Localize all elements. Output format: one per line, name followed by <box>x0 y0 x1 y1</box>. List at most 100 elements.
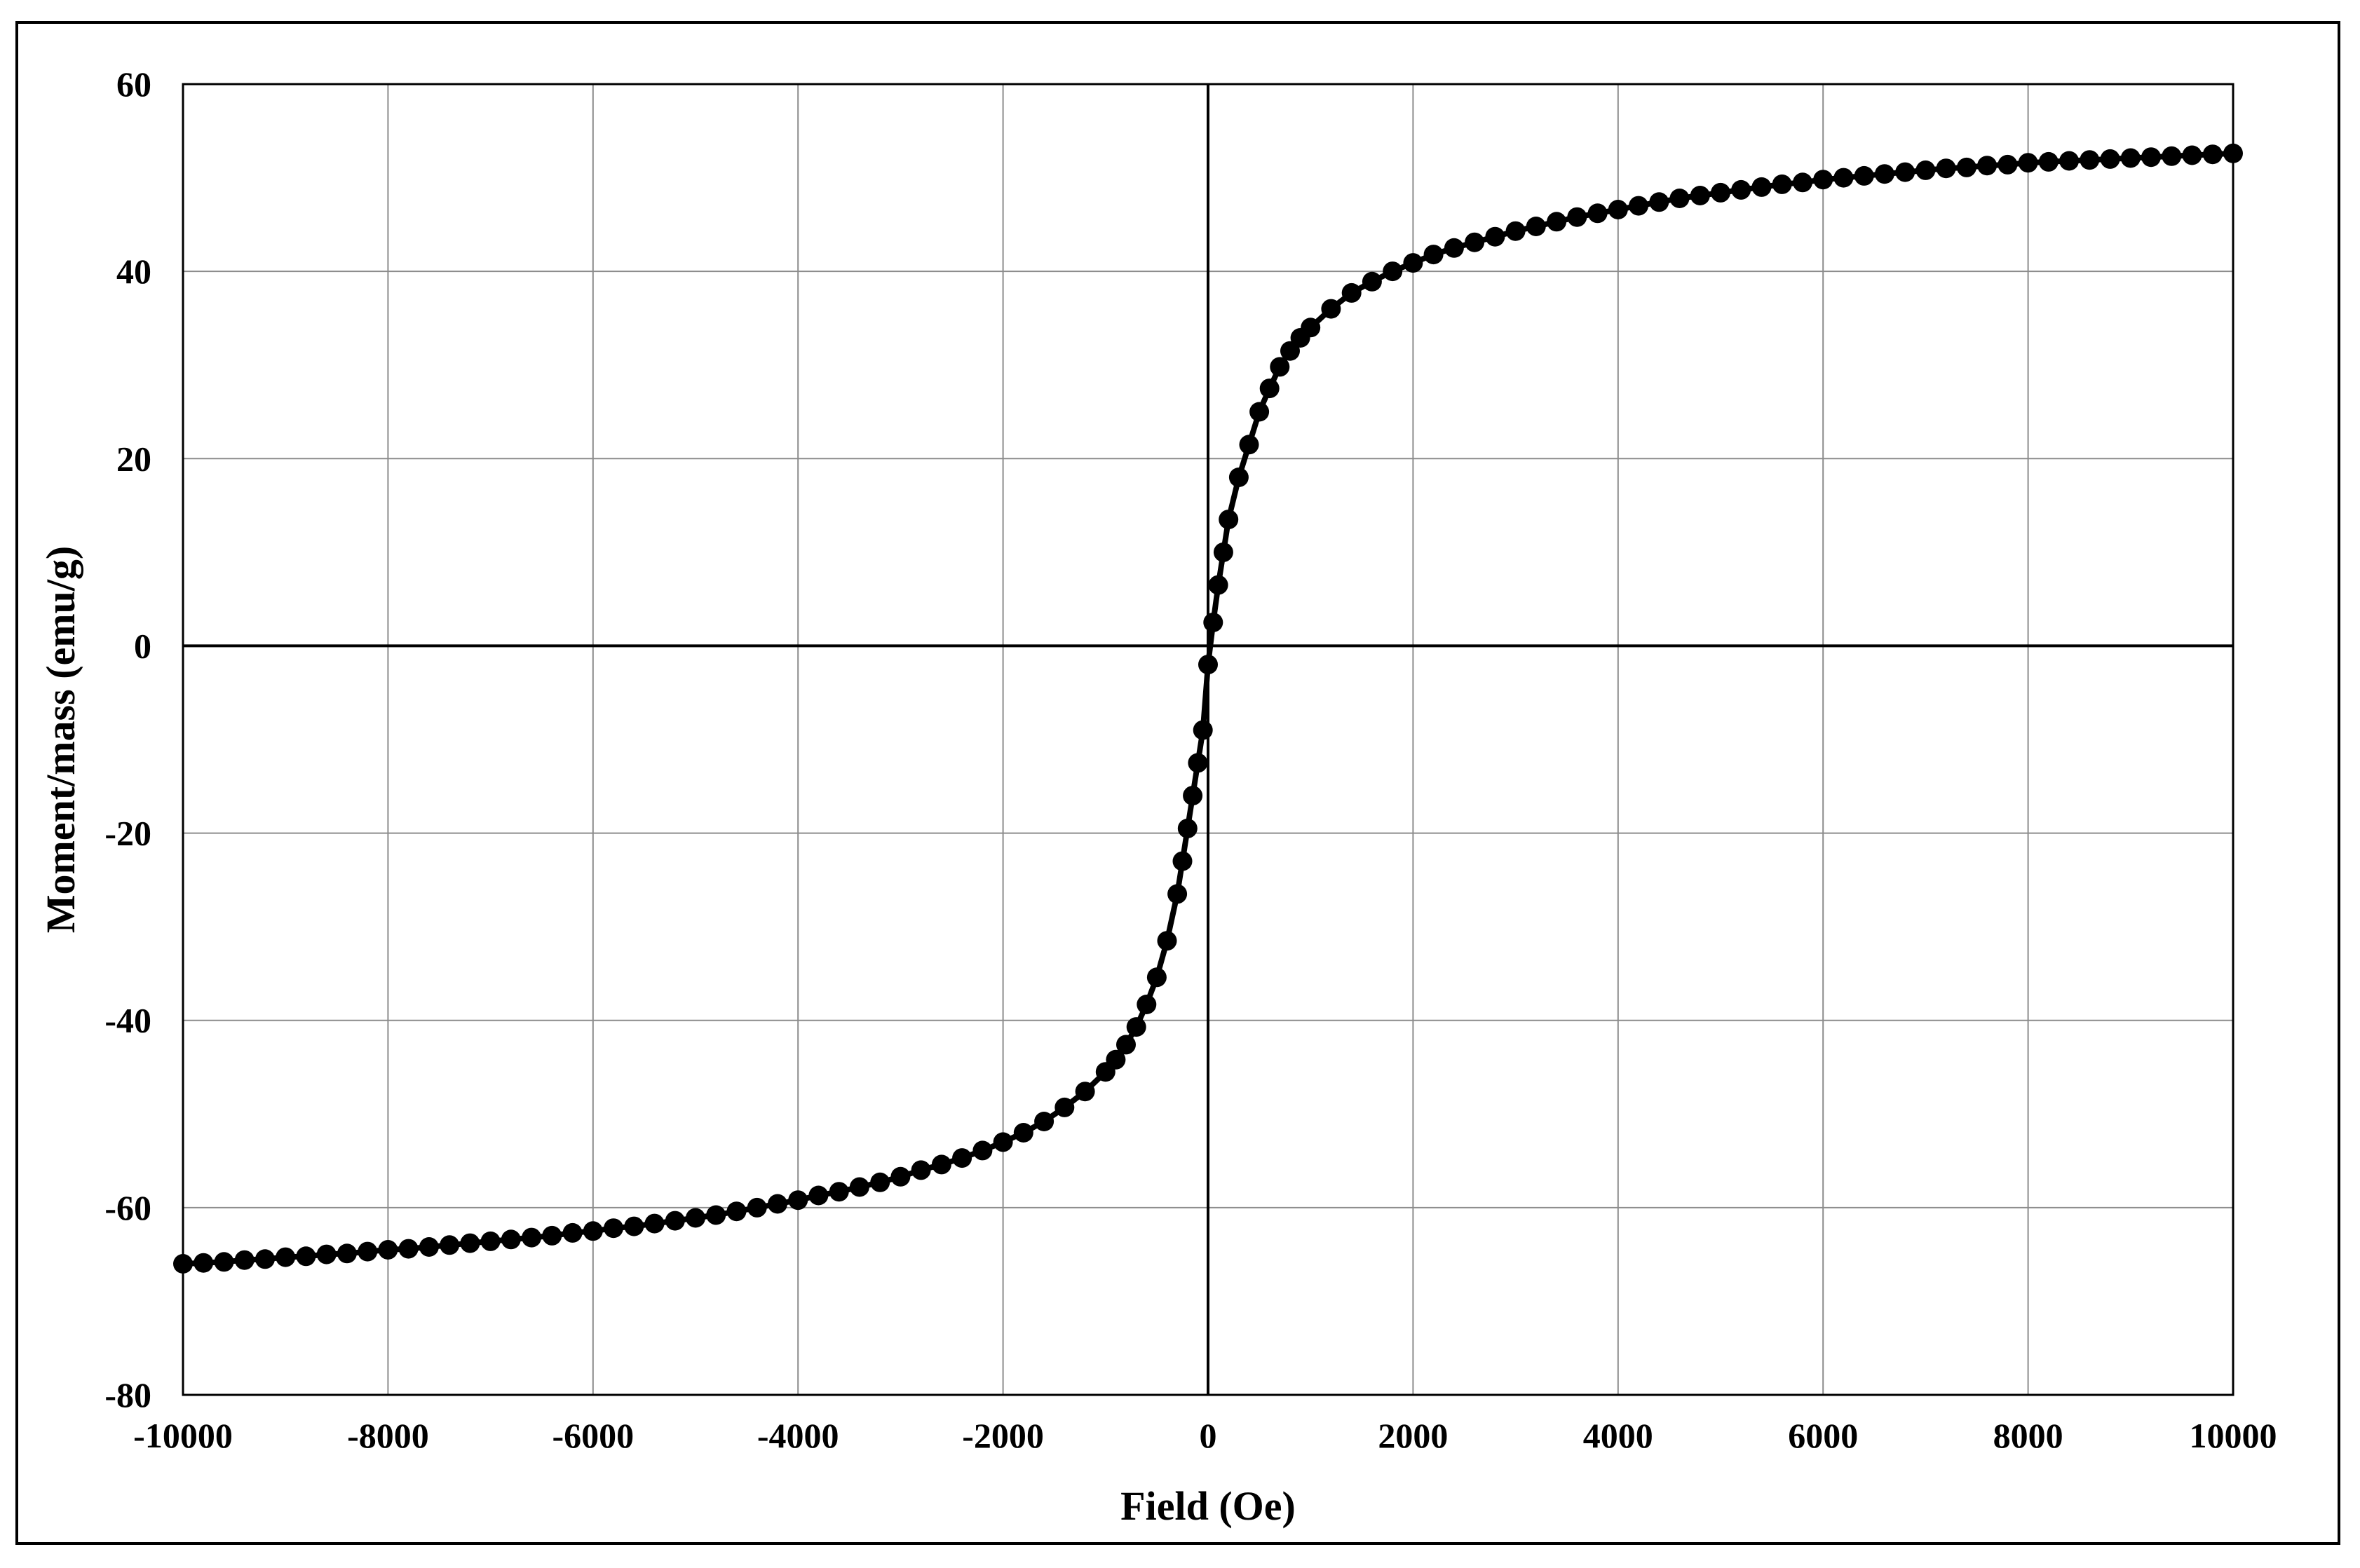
data-point <box>1270 357 1290 377</box>
data-point <box>562 1222 583 1243</box>
data-point <box>378 1240 398 1260</box>
data-point <box>1505 221 1526 241</box>
data-point <box>255 1249 275 1269</box>
data-point <box>1629 196 1648 216</box>
x-tick-labels: -10000 -8000 -6000 -4000 -2000 0 2000 4000 6000 8… <box>133 1416 2277 1455</box>
data-point <box>296 1246 316 1267</box>
data-point <box>337 1243 357 1264</box>
data-point <box>1485 226 1505 247</box>
data-point <box>194 1253 214 1273</box>
data-point <box>1198 655 1218 675</box>
data-point <box>1608 200 1628 219</box>
data-point <box>1874 164 1894 184</box>
y-tick-label: -60 <box>104 1188 151 1227</box>
x-tick-label: 4000 <box>1583 1416 1653 1455</box>
data-point <box>1301 318 1321 338</box>
data-point <box>1813 170 1833 190</box>
data-point <box>2182 145 2202 165</box>
data-point <box>276 1247 296 1267</box>
data-point <box>1075 1082 1095 1102</box>
data-point <box>1157 931 1177 951</box>
data-point <box>1567 207 1587 227</box>
data-point <box>542 1225 562 1246</box>
chart-frame <box>15 21 2340 1545</box>
data-point <box>1239 435 1259 455</box>
data-point <box>1772 174 1792 194</box>
x-axis-title: Field (Oe) <box>1120 1483 1296 1529</box>
data-point <box>952 1148 972 1168</box>
data-point <box>1362 271 1382 292</box>
data-point <box>706 1205 726 1225</box>
data-point <box>1956 157 1976 177</box>
data-point <box>1383 261 1403 282</box>
data-point <box>1183 786 1203 806</box>
data-point <box>1167 884 1188 904</box>
data-point <box>1444 238 1464 258</box>
x-tick-label: -10000 <box>133 1416 233 1455</box>
data-point <box>870 1172 890 1192</box>
data-point <box>686 1208 705 1228</box>
data-point <box>1669 189 1690 208</box>
data-point <box>1219 510 1239 530</box>
data-point <box>2100 149 2120 169</box>
data-point <box>788 1190 808 1211</box>
data-point <box>419 1237 439 1257</box>
x-tick-label: 2000 <box>1378 1416 1448 1455</box>
data-point <box>440 1235 460 1255</box>
data-point <box>1213 542 1233 562</box>
data-point <box>398 1239 419 1259</box>
data-point <box>1526 217 1546 236</box>
x-tick-label: 8000 <box>1993 1416 2063 1455</box>
data-point <box>808 1185 829 1206</box>
data-point <box>1731 179 1751 200</box>
data-point <box>173 1254 193 1274</box>
y-tick-label: 0 <box>134 626 151 665</box>
data-point <box>1833 168 1854 188</box>
data-point <box>849 1177 869 1197</box>
x-tick-label: -4000 <box>757 1416 839 1455</box>
data-point <box>522 1227 542 1248</box>
y-tick-label: 20 <box>116 439 151 478</box>
data-point <box>1203 613 1223 632</box>
data-point <box>1977 156 1998 176</box>
data-point <box>2162 146 2182 166</box>
data-point <box>890 1166 911 1187</box>
data-point <box>2120 148 2141 168</box>
data-point <box>747 1197 767 1218</box>
x-tick-label: -8000 <box>347 1416 429 1455</box>
data-point <box>1587 203 1608 224</box>
data-point <box>1259 379 1280 399</box>
data-point <box>1751 177 1772 197</box>
data-point <box>1249 402 1270 422</box>
data-point <box>2223 143 2243 163</box>
data-point <box>1034 1112 1054 1131</box>
data-point <box>2141 147 2161 168</box>
data-point <box>604 1218 623 1239</box>
data-point <box>1208 575 1228 595</box>
data-point <box>1106 1049 1126 1070</box>
data-point <box>1793 172 1812 193</box>
data-point <box>358 1241 378 1262</box>
x-tick-label: -2000 <box>962 1416 1044 1455</box>
y-tick-labels: 60 40 20 0 -20 -40 -60 -80 <box>104 64 151 1414</box>
data-point <box>726 1201 747 1222</box>
data-point <box>1177 818 1198 838</box>
y-tick-label: -40 <box>104 1001 151 1040</box>
data-point <box>1193 720 1213 740</box>
data-point <box>1137 995 1157 1014</box>
data-point <box>1126 1017 1146 1037</box>
data-point <box>2018 153 2038 173</box>
data-point <box>583 1221 603 1241</box>
data-point <box>480 1231 501 1251</box>
data-point <box>911 1160 931 1180</box>
axis-layer <box>182 83 2234 1396</box>
data-point <box>1146 967 1167 988</box>
data-point <box>1013 1123 1033 1143</box>
data-point <box>1649 192 1669 212</box>
data-point <box>644 1213 665 1234</box>
data-point <box>1998 154 2018 175</box>
data-point <box>1465 232 1485 252</box>
data-point <box>1228 468 1249 487</box>
data-point <box>1547 212 1567 232</box>
